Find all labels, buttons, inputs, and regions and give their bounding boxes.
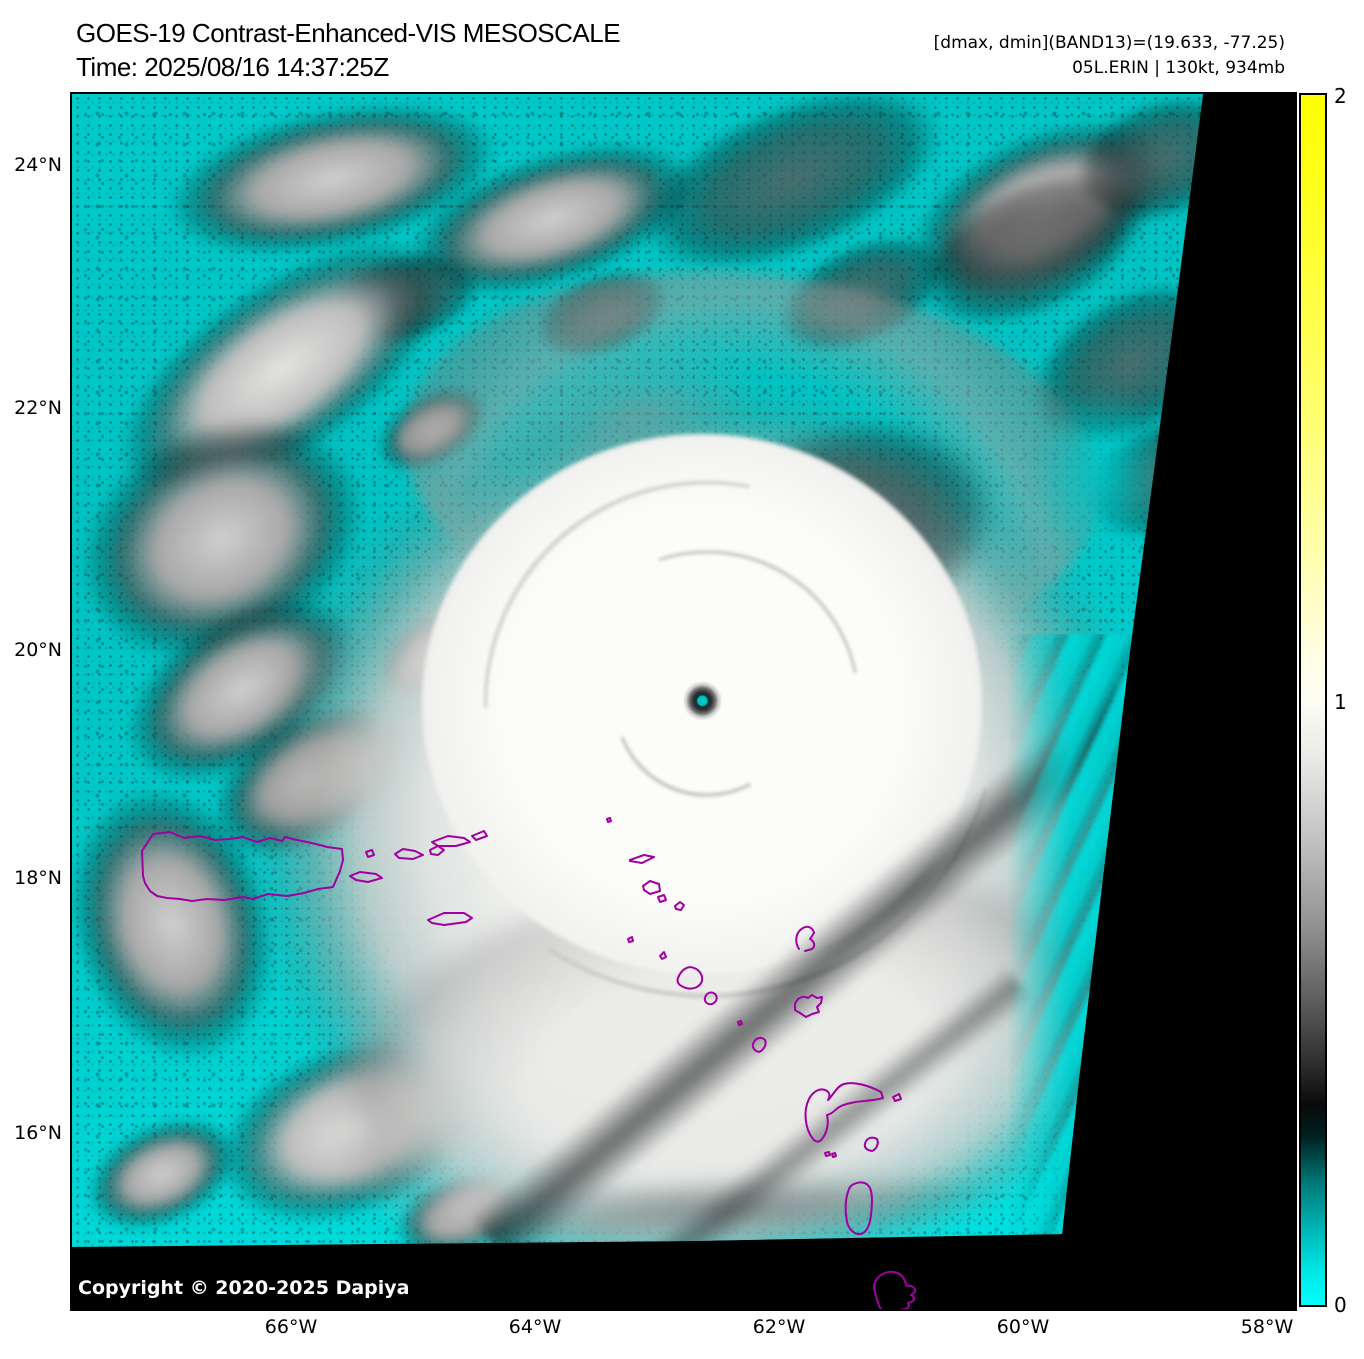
colorbar-tick-2: 2 [1334, 84, 1347, 108]
lon-tick-66w: 66°W [264, 1316, 318, 1338]
colorbar-tick-0: 0 [1334, 1293, 1347, 1317]
lon-tick-62w: 62°W [752, 1316, 806, 1338]
storm-info-label: 05L.ERIN | 130kt, 934mb [1072, 58, 1285, 78]
satellite-image: Copyright © 2020-2025 Dapiya [72, 94, 1295, 1309]
band-range-label: [dmax, dmin](BAND13)=(19.633, -77.25) [933, 33, 1285, 53]
lat-tick-24n: 24°N [14, 154, 62, 176]
page-title: GOES-19 Contrast-Enhanced-VIS MESOSCALE [76, 18, 621, 48]
colorbar [1299, 93, 1327, 1307]
lat-tick-22n: 22°N [14, 397, 62, 419]
lon-tick-64w: 64°W [508, 1316, 562, 1338]
colorbar-tick-1: 1 [1334, 690, 1347, 714]
copyright-label: Copyright © 2020-2025 Dapiya [78, 1277, 410, 1299]
satellite-image-plot: Copyright © 2020-2025 Dapiya [70, 92, 1297, 1311]
lat-tick-20n: 20°N [14, 639, 62, 661]
timestamp-label: Time: 2025/08/16 14:37:25Z [76, 52, 389, 82]
lon-tick-60w: 60°W [996, 1316, 1050, 1338]
coastlines-overlay [141, 817, 917, 1309]
lat-tick-16n: 16°N [14, 1122, 62, 1144]
lon-tick-58w: 58°W [1240, 1316, 1294, 1338]
hurricane-eye [684, 680, 724, 720]
lat-tick-18n: 18°N [14, 867, 62, 889]
